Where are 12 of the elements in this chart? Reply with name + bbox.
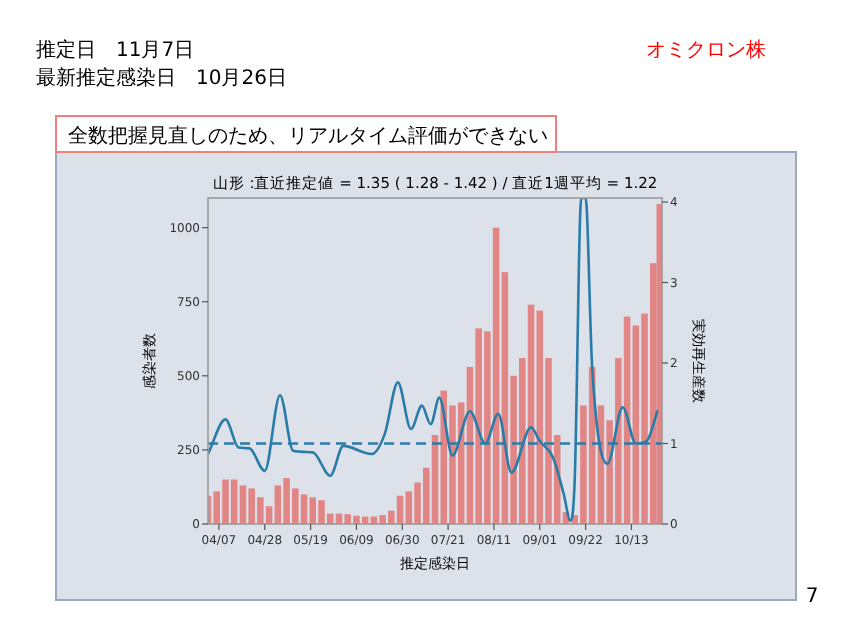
bar [309,497,317,524]
text: 推定日 11月7日 [36,38,195,62]
bar [405,491,413,524]
text: 最新推定感染日 10月26日 [36,66,287,90]
text: 7 [805,586,819,608]
text: 全数把握見直しのため、リアルタイム評価ができない [68,124,548,148]
bar [239,485,247,524]
bar [536,310,544,524]
line-series [208,198,659,523]
text: オミクロン株 [646,38,766,62]
bar [274,485,282,524]
bar [300,494,308,524]
